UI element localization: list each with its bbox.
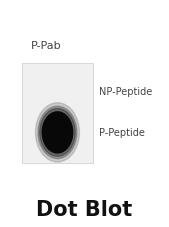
Circle shape — [38, 107, 77, 159]
Text: NP-Peptide: NP-Peptide — [99, 87, 152, 97]
Circle shape — [35, 103, 79, 162]
Text: P-Pab: P-Pab — [30, 40, 61, 50]
Circle shape — [42, 112, 73, 153]
Text: P-Peptide: P-Peptide — [99, 128, 145, 138]
FancyBboxPatch shape — [22, 64, 93, 163]
Circle shape — [40, 109, 75, 157]
Text: Dot Blot: Dot Blot — [36, 199, 133, 219]
